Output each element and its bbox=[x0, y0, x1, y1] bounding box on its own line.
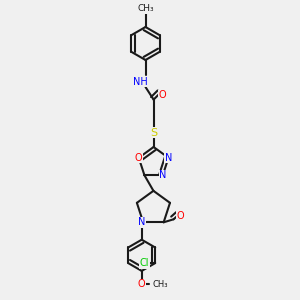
Text: N: N bbox=[159, 170, 166, 180]
Text: CH₃: CH₃ bbox=[152, 280, 168, 289]
Text: N: N bbox=[165, 153, 172, 163]
Text: S: S bbox=[150, 128, 157, 138]
Text: O: O bbox=[158, 90, 166, 100]
Text: O: O bbox=[138, 279, 146, 290]
Text: O: O bbox=[177, 211, 184, 221]
Text: O: O bbox=[135, 153, 142, 163]
Text: N: N bbox=[138, 217, 146, 227]
Text: Cl: Cl bbox=[140, 258, 149, 268]
Text: NH: NH bbox=[133, 76, 148, 87]
Text: CH₃: CH₃ bbox=[137, 4, 154, 14]
